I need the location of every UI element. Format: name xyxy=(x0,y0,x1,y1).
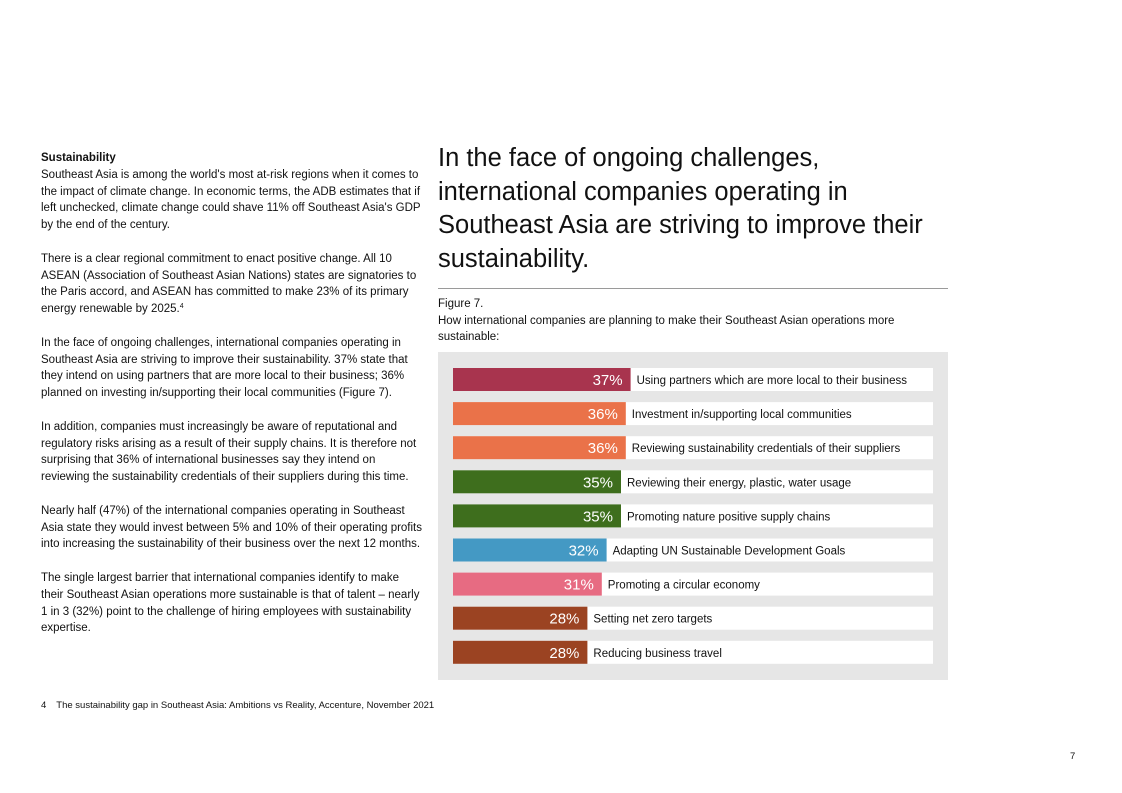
bar xyxy=(453,640,588,664)
figure-label: Figure 7. xyxy=(438,298,484,310)
footnote-number: 4 xyxy=(41,700,47,711)
chart-panel: 37% Using partners which are more local t… xyxy=(438,352,948,680)
footnote-reference: 4 xyxy=(179,303,184,311)
paragraph: In addition, companies must increasingly… xyxy=(41,420,417,484)
bar-value-label: 32% xyxy=(569,543,599,560)
bar-row: 35% Reviewing their energy, plastic, wate… xyxy=(453,470,933,494)
paragraph-with-footnote: There is a clear regional commitment to … xyxy=(41,251,423,318)
bar-row: 35% Promoting nature positive supply chai… xyxy=(453,504,933,528)
paragraph-text: There is a clear regional commitment to … xyxy=(41,252,417,316)
bar-value-label: 28% xyxy=(549,645,579,662)
bar xyxy=(453,402,626,426)
bar xyxy=(453,504,621,528)
bar-value-label: 36% xyxy=(588,440,618,457)
bar-row: 36% Reviewing sustainability credentials … xyxy=(453,436,933,460)
bar-category-label: Investment in/supporting local communiti… xyxy=(632,409,852,421)
headline: In the face of ongoing challenges, inter… xyxy=(438,144,923,273)
bar xyxy=(453,368,631,391)
bar-category-label: Adapting UN Sustainable Development Goal… xyxy=(613,546,846,558)
bar xyxy=(453,436,626,460)
bar-row: 36% Investment in/supporting local commun… xyxy=(453,402,933,426)
bar-value-label: 36% xyxy=(588,406,618,423)
bar-row: 32% Adapting UN Sustainable Development G… xyxy=(453,538,933,562)
bar-row: 28% Reducing business travel xyxy=(453,640,933,664)
footnote-text: The sustainability gap in Southeast Asia… xyxy=(56,700,435,711)
bar-category-label: Setting net zero targets xyxy=(593,614,712,626)
bar-value-label: 35% xyxy=(583,508,613,525)
bar-value-label: 35% xyxy=(583,474,613,491)
paragraph: Southeast Asia is among the world's most… xyxy=(41,168,421,232)
bar-row: 31% Promoting a circular economy xyxy=(453,572,933,596)
bar-row: 28% Setting net zero targets xyxy=(453,606,933,630)
bar-category-label: Reducing business travel xyxy=(593,648,722,660)
bar xyxy=(453,470,621,494)
bar-value-label: 31% xyxy=(564,577,594,594)
bar-category-label: Promoting a circular economy xyxy=(608,580,760,592)
page-number: 7 xyxy=(1070,751,1076,762)
paragraph: Nearly half (47%) of the international c… xyxy=(41,504,423,551)
bar-value-label: 37% xyxy=(593,372,623,389)
body-text-column: Sustainability Southeast Asia is among t… xyxy=(41,150,423,654)
bar-chart: 37% Using partners which are more local t… xyxy=(453,368,933,664)
figure-caption: How international companies are planning… xyxy=(438,314,895,344)
section-title: Sustainability xyxy=(41,152,116,164)
bar xyxy=(453,538,607,562)
bar xyxy=(453,606,588,630)
paragraph: The single largest barrier that internat… xyxy=(41,571,420,635)
bar-category-label: Using partners which are more local to t… xyxy=(637,375,908,387)
bar-category-label: Promoting nature positive supply chains xyxy=(627,511,831,523)
divider xyxy=(438,288,948,289)
bar-category-label: Reviewing sustainability credentials of … xyxy=(632,443,901,455)
figure-caption-block: Figure 7. How international companies ar… xyxy=(438,296,943,346)
paragraph: In the face of ongoing challenges, inter… xyxy=(41,336,408,400)
bar-row: 37% Using partners which are more local t… xyxy=(453,368,933,391)
bar xyxy=(453,572,602,596)
bar-value-label: 28% xyxy=(549,611,579,628)
footnote: 4 The sustainability gap in Southeast Asi… xyxy=(41,700,641,711)
bar-category-label: Reviewing their energy, plastic, water u… xyxy=(627,477,851,489)
